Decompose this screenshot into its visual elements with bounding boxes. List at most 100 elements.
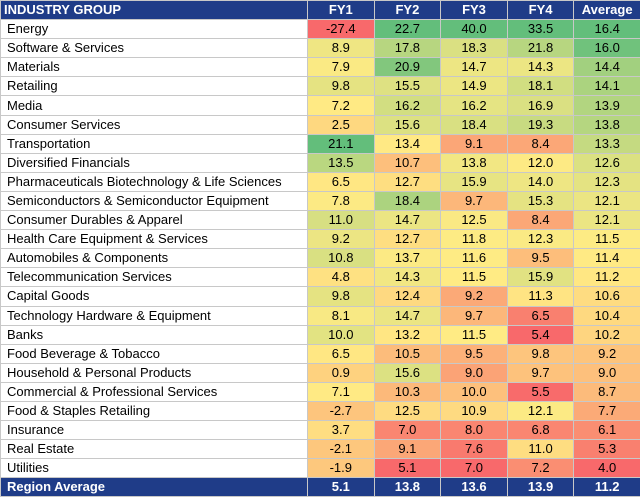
heat-cell-fy3: 16.2 [441,96,508,115]
industry-name: Real Estate [1,440,308,459]
industry-name: Household & Personal Products [1,363,308,382]
heat-cell-average: 11.2 [574,268,640,287]
heat-cell-fy2: 16.2 [374,96,441,115]
heat-cell-fy1: 6.5 [308,172,375,191]
region-average-fy2: 13.8 [374,478,441,497]
industry-name: Automobiles & Components [1,249,308,268]
header-fy3: FY3 [441,1,508,20]
heat-cell-average: 8.7 [574,382,640,401]
heat-cell-fy1: -2.7 [308,401,375,420]
heat-cell-fy4: 33.5 [507,20,574,39]
heat-cell-fy2: 9.1 [374,440,441,459]
heat-cell-average: 9.0 [574,363,640,382]
heat-cell-fy2: 12.7 [374,230,441,249]
heat-cell-fy4: 11.3 [507,287,574,306]
heat-cell-fy1: 13.5 [308,153,375,172]
heat-cell-fy4: 8.4 [507,134,574,153]
heat-cell-fy4: 15.3 [507,191,574,210]
heat-cell-average: 11.5 [574,230,640,249]
heat-cell-fy3: 11.6 [441,249,508,268]
industry-name: Consumer Durables & Apparel [1,211,308,230]
heat-cell-fy1: 7.2 [308,96,375,115]
table-row: Pharmaceuticals Biotechnology & Life Sci… [1,172,640,191]
header-row: INDUSTRY GROUP FY1 FY2 FY3 FY4 Average [1,1,640,20]
heat-cell-fy3: 10.0 [441,382,508,401]
region-average-fy3: 13.6 [441,478,508,497]
heat-cell-average: 7.7 [574,401,640,420]
heat-cell-fy3: 12.5 [441,211,508,230]
industry-name: Retailing [1,77,308,96]
industry-name: Food Beverage & Tobacco [1,344,308,363]
heat-cell-fy4: 9.7 [507,363,574,382]
industry-name: Banks [1,325,308,344]
heat-cell-average: 12.1 [574,191,640,210]
industry-name: Software & Services [1,39,308,58]
heat-cell-average: 4.0 [574,459,640,478]
heat-cell-fy2: 15.6 [374,115,441,134]
header-average: Average [574,1,640,20]
heat-cell-fy3: 10.9 [441,401,508,420]
heat-cell-fy1: 7.8 [308,191,375,210]
heat-cell-fy1: 4.8 [308,268,375,287]
heat-cell-fy4: 9.8 [507,344,574,363]
heat-cell-fy4: 12.1 [507,401,574,420]
heat-cell-average: 12.6 [574,153,640,172]
heat-cell-fy4: 7.2 [507,459,574,478]
heat-cell-fy1: 11.0 [308,211,375,230]
industry-name: Capital Goods [1,287,308,306]
heat-cell-fy2: 22.7 [374,20,441,39]
header-fy1: FY1 [308,1,375,20]
heat-cell-fy1: 0.9 [308,363,375,382]
region-average-label: Region Average [1,478,308,497]
heat-cell-fy2: 15.5 [374,77,441,96]
heat-cell-average: 16.4 [574,20,640,39]
heat-cell-fy4: 8.4 [507,211,574,230]
heat-cell-average: 16.0 [574,39,640,58]
industry-name: Diversified Financials [1,153,308,172]
industry-name: Technology Hardware & Equipment [1,306,308,325]
heat-cell-fy2: 18.4 [374,191,441,210]
heat-cell-fy2: 7.0 [374,421,441,440]
heat-cell-fy3: 15.9 [441,172,508,191]
heat-cell-average: 13.3 [574,134,640,153]
industry-name: Pharmaceuticals Biotechnology & Life Sci… [1,172,308,191]
heat-cell-average: 13.9 [574,96,640,115]
heat-cell-average: 14.4 [574,58,640,77]
industry-name: Media [1,96,308,115]
heat-cell-fy1: 9.8 [308,77,375,96]
heat-cell-average: 10.6 [574,287,640,306]
heat-cell-fy1: 7.1 [308,382,375,401]
heat-cell-fy2: 10.7 [374,153,441,172]
heat-cell-fy3: 9.2 [441,287,508,306]
industry-name: Commercial & Professional Services [1,382,308,401]
header-industry-group: INDUSTRY GROUP [1,1,308,20]
heat-cell-fy2: 14.7 [374,306,441,325]
heat-cell-fy2: 14.3 [374,268,441,287]
heat-cell-fy3: 9.1 [441,134,508,153]
region-average-average: 11.2 [574,478,640,497]
heat-cell-average: 10.4 [574,306,640,325]
heat-cell-fy1: 10.8 [308,249,375,268]
heat-cell-fy1: -2.1 [308,440,375,459]
heat-cell-fy4: 12.0 [507,153,574,172]
heat-cell-fy1: 9.2 [308,230,375,249]
heat-cell-fy2: 13.7 [374,249,441,268]
heat-cell-average: 10.2 [574,325,640,344]
industry-name: Telecommunication Services [1,268,308,287]
heat-cell-fy4: 12.3 [507,230,574,249]
heat-cell-fy3: 8.0 [441,421,508,440]
industry-name: Materials [1,58,308,77]
heat-cell-fy3: 11.5 [441,268,508,287]
heat-cell-fy1: 8.9 [308,39,375,58]
industry-name: Utilities [1,459,308,478]
